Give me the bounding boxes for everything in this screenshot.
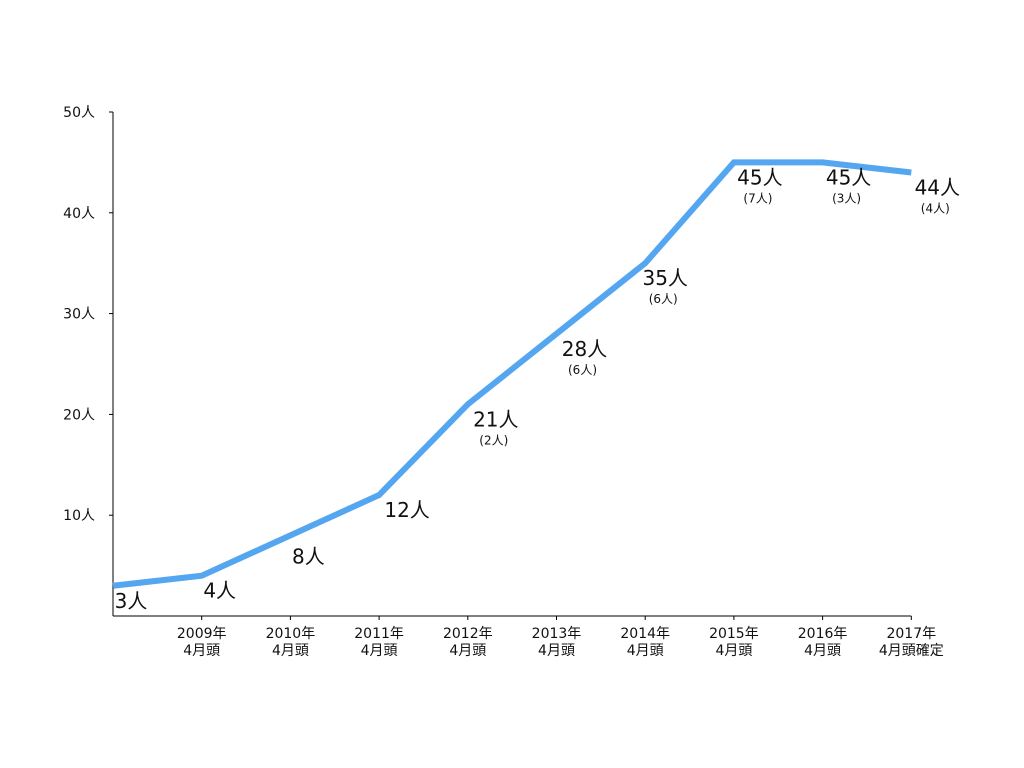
x-tick-label-year: 2016年 — [798, 626, 848, 642]
x-tick-label-year: 2010年 — [266, 626, 316, 642]
data-label: 8人 — [292, 544, 325, 568]
y-tick-label: 50人 — [63, 105, 95, 121]
data-label: 3人 — [115, 589, 148, 613]
x-tick-label-month: 4月頭 — [272, 643, 309, 659]
x-tick-label-month: 4月頭 — [627, 643, 664, 659]
x-tick-label-year: 2017年 — [886, 626, 936, 642]
x-tick-label-year: 2011年 — [354, 626, 404, 642]
series-line — [112, 159, 912, 589]
y-tick-label: 10人 — [63, 508, 95, 524]
data-sublabel: (6人) — [649, 292, 678, 306]
y-tick-label: 40人 — [63, 206, 95, 222]
x-tick-label-month: 4月頭 — [538, 643, 575, 659]
data-sublabel: (2人) — [479, 433, 508, 447]
x-tick-label-month: 4月頭 — [804, 643, 841, 659]
x-tick-label-year: 2015年 — [709, 626, 759, 642]
data-label: 21人 — [473, 407, 518, 431]
y-tick-label: 20人 — [63, 407, 95, 423]
y-tick-label: 30人 — [63, 307, 95, 323]
y-axis-ticks: 10人 20人 30人 40人 50人 — [63, 105, 113, 524]
series-line-group — [112, 159, 912, 589]
data-label: 44人 — [915, 175, 960, 199]
data-label: 45人 — [826, 165, 871, 189]
x-axis-ticks: 2009年4月頭2010年4月頭2011年4月頭2012年4月頭2013年4月頭… — [177, 616, 944, 659]
x-tick-label-year: 2014年 — [620, 626, 670, 642]
data-sublabel: (6人) — [568, 363, 597, 377]
data-label: 28人 — [562, 337, 607, 361]
data-label: 4人 — [203, 579, 236, 603]
x-tick-label-year: 2013年 — [532, 626, 582, 642]
x-tick-label-month: 4月頭 — [361, 643, 398, 659]
data-sublabel: (7人) — [743, 191, 772, 205]
x-tick-label-month: 4月頭 — [715, 643, 752, 659]
data-labels: 3人 4人 8人 12人 21人 (2人) 28人 (6人) 35人 (6人) 45人 (7人) 45人… — [115, 165, 960, 612]
data-label: 45人 — [737, 165, 782, 189]
x-tick-label-year: 2012年 — [443, 626, 493, 642]
axes — [112, 112, 912, 617]
x-tick-label-month: 4月頭確定 — [879, 643, 944, 659]
x-tick-label-month: 4月頭 — [449, 643, 486, 659]
x-tick-label-year: 2009年 — [177, 626, 227, 642]
data-label: 12人 — [384, 498, 429, 522]
data-label: 35人 — [642, 266, 687, 290]
data-sublabel: (4人) — [921, 201, 950, 215]
x-tick-label-month: 4月頭 — [183, 643, 220, 659]
data-sublabel: (3人) — [832, 191, 861, 205]
